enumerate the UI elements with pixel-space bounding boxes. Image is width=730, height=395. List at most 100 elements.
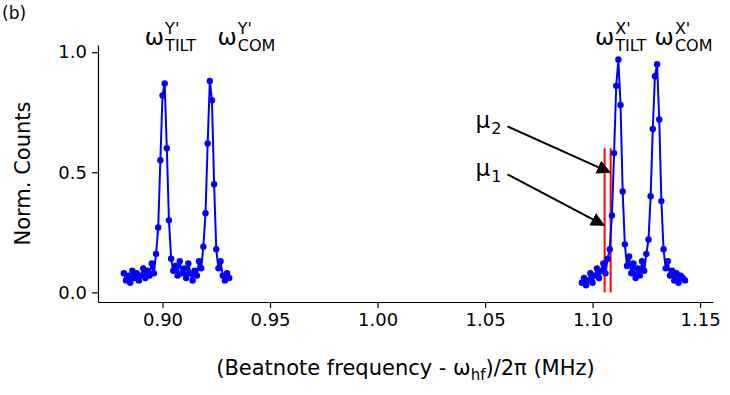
data-point — [166, 217, 172, 223]
y-tick-label: 1.0 — [58, 41, 87, 62]
peak-label: ωX'COM — [655, 19, 713, 55]
data-point — [675, 280, 681, 286]
data-point — [615, 56, 621, 62]
data-point — [211, 181, 217, 187]
data-point — [619, 188, 625, 194]
x-axis-title-part: (Beatnote frequency - ω — [216, 356, 470, 380]
data-point — [611, 150, 617, 156]
y-axis-title: Norm. Counts — [11, 102, 35, 246]
peak-label: ωY'TILT — [145, 19, 196, 55]
data-point — [665, 258, 671, 264]
marker-label: μ1 — [476, 155, 502, 186]
data-point — [155, 224, 161, 230]
data-point — [602, 270, 608, 276]
data-point — [189, 277, 195, 283]
data-point — [626, 253, 632, 259]
peak-label-sup: X' — [675, 19, 690, 38]
y-tick-mark — [92, 172, 98, 173]
x-tick-mark — [162, 302, 163, 308]
y-tick-mark — [92, 52, 98, 53]
y-axis-line — [98, 46, 99, 303]
data-point — [157, 157, 163, 163]
data-point — [127, 280, 133, 286]
y-axis: 0.00.51.0 — [58, 41, 98, 302]
marker-label-base: μ — [476, 155, 491, 181]
y-tick-mark — [92, 292, 98, 293]
data-point — [151, 270, 157, 276]
data-point — [609, 212, 615, 218]
x-tick: 1.00 — [358, 302, 398, 330]
peak-label-sub: COM — [675, 36, 713, 55]
peak-label-sup: Y' — [164, 19, 179, 38]
data-point — [658, 198, 664, 204]
x-tick-mark — [270, 302, 271, 308]
data-point — [217, 258, 223, 264]
peak-label-base: ω — [145, 24, 164, 50]
data-point — [177, 258, 183, 264]
data-point — [645, 236, 651, 242]
data-point — [656, 116, 662, 122]
data-point — [209, 97, 215, 103]
data-point — [628, 270, 634, 276]
data-point — [617, 102, 623, 108]
data-point — [168, 256, 174, 262]
peak-label-sub: TILT — [614, 36, 646, 55]
data-point — [198, 265, 204, 271]
data-point — [662, 265, 668, 271]
marker-label: μ2 — [476, 107, 502, 138]
peak-label-sup: X' — [615, 19, 630, 38]
y-tick-label: 0.0 — [58, 282, 87, 303]
data-point — [639, 258, 645, 264]
data-point — [596, 275, 602, 281]
series-line — [124, 59, 685, 285]
data-point — [637, 272, 643, 278]
marker-arrow — [507, 174, 603, 225]
x-axis-line — [99, 302, 714, 303]
data-point — [153, 251, 159, 257]
x-tick: 1.05 — [466, 302, 506, 330]
x-tick-label: 0.95 — [250, 309, 290, 330]
data-point — [613, 83, 619, 89]
data-point — [149, 260, 155, 266]
peak-label: ωY'COM — [217, 19, 275, 55]
y-tick: 1.0 — [58, 41, 98, 62]
data-point — [624, 263, 630, 269]
peak-label-sub: TILT — [164, 36, 196, 55]
data-point — [183, 275, 189, 281]
data-point — [589, 280, 595, 286]
data-point — [194, 272, 200, 278]
data-point — [652, 73, 658, 79]
data-point — [604, 256, 610, 262]
data-point — [622, 241, 628, 247]
x-tick-mark — [485, 302, 486, 308]
data-point — [647, 193, 653, 199]
x-tick-label: 1.00 — [358, 309, 398, 330]
x-tick: 0.95 — [250, 302, 290, 330]
x-tick-mark — [377, 302, 378, 308]
x-tick: 1.15 — [681, 302, 721, 330]
data-point — [660, 246, 666, 252]
y-tick: 0.0 — [58, 282, 98, 303]
data-point — [607, 246, 613, 252]
marker-arrow — [507, 126, 609, 172]
x-tick: 0.90 — [143, 302, 183, 330]
data-point — [207, 78, 213, 84]
x-axis-title: (Beatnote frequency - ωhf)/2π (MHz) — [216, 356, 595, 384]
x-tick-mark — [592, 302, 593, 308]
data-point — [654, 61, 660, 67]
data-point — [159, 92, 165, 98]
data-point — [172, 263, 178, 269]
data-point — [213, 246, 219, 252]
chart: 0.900.951.001.051.101.150.00.51.0ωY'TILT… — [0, 0, 730, 395]
x-tick-mark — [700, 302, 701, 308]
x-tick-label: 1.10 — [573, 309, 613, 330]
data-point — [202, 210, 208, 216]
data-point — [650, 126, 656, 132]
data-point — [181, 265, 187, 271]
panel-label: (b) — [2, 3, 26, 23]
data-point — [164, 145, 170, 151]
x-tick: 1.10 — [573, 302, 613, 330]
x-tick-label: 1.05 — [466, 309, 506, 330]
marker-label-base: μ — [476, 107, 491, 133]
data-point — [125, 272, 131, 278]
